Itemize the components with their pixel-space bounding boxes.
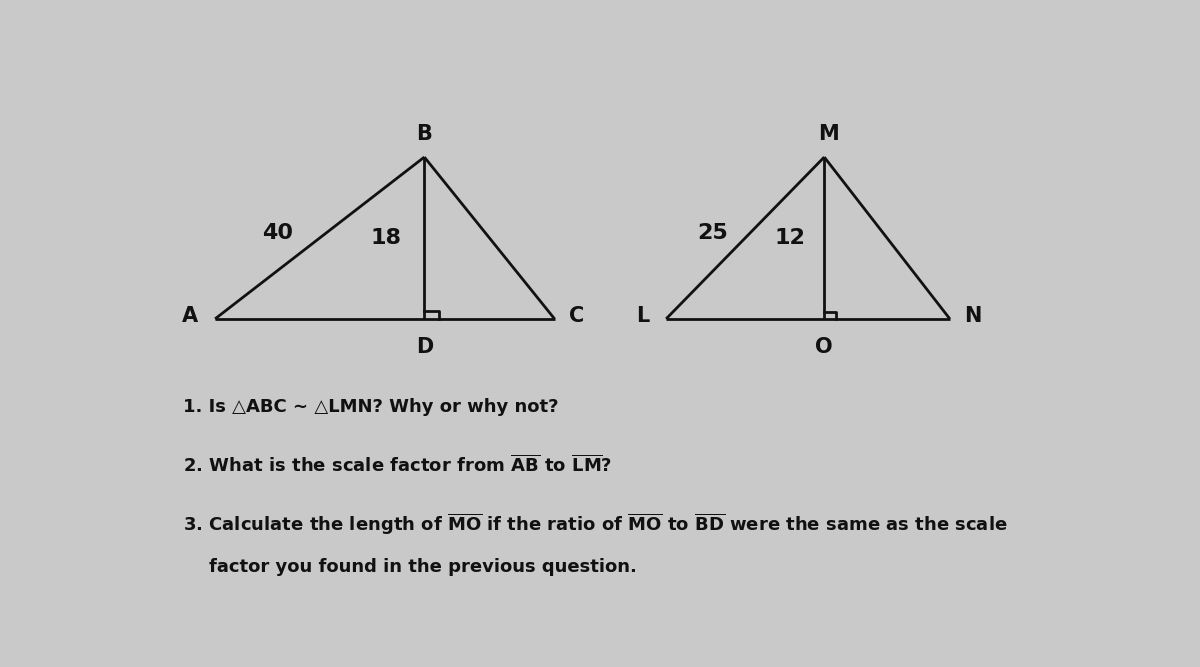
Text: factor you found in the previous question.: factor you found in the previous questio… — [209, 558, 636, 576]
Text: B: B — [416, 124, 432, 144]
Text: 2. What is the scale factor from $\mathbf{\overline{AB}}$ to $\mathbf{\overline{: 2. What is the scale factor from $\mathb… — [182, 455, 612, 476]
Text: 25: 25 — [697, 223, 728, 243]
Text: M: M — [818, 124, 839, 144]
Text: N: N — [964, 306, 982, 326]
Text: 18: 18 — [370, 228, 401, 248]
Text: 1. Is △ABC ∼ △LMN? Why or why not?: 1. Is △ABC ∼ △LMN? Why or why not? — [182, 398, 558, 416]
Text: 3. Calculate the length of $\mathbf{\overline{MO}}$ if the ratio of $\mathbf{\ov: 3. Calculate the length of $\mathbf{\ove… — [182, 512, 1007, 537]
Text: C: C — [569, 306, 583, 326]
Text: 40: 40 — [263, 223, 293, 243]
Text: O: O — [816, 337, 833, 357]
Text: A: A — [182, 306, 198, 326]
Text: L: L — [636, 306, 649, 326]
Text: D: D — [415, 337, 433, 357]
Text: 12: 12 — [775, 228, 805, 248]
